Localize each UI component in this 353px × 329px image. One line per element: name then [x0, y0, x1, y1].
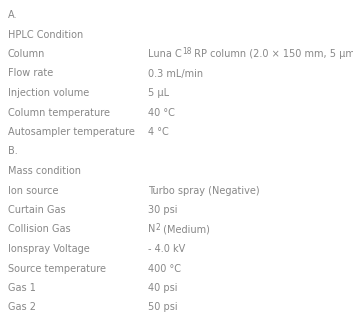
Text: Ionspray Voltage: Ionspray Voltage	[8, 244, 90, 254]
Text: 0.3 mL/min: 0.3 mL/min	[148, 68, 203, 79]
Text: Flow rate: Flow rate	[8, 68, 53, 79]
Text: Luna C: Luna C	[148, 49, 182, 59]
Text: 5 μL: 5 μL	[148, 88, 169, 98]
Text: Autosampler temperature: Autosampler temperature	[8, 127, 135, 137]
Text: (Medium): (Medium)	[160, 224, 210, 235]
Text: HPLC Condition: HPLC Condition	[8, 30, 83, 39]
Text: 30 psi: 30 psi	[148, 205, 178, 215]
Text: 2: 2	[155, 222, 160, 232]
Text: N: N	[148, 224, 155, 235]
Text: Mass condition: Mass condition	[8, 166, 81, 176]
Text: B.: B.	[8, 146, 18, 157]
Text: 50 psi: 50 psi	[148, 302, 178, 313]
Text: Source temperature: Source temperature	[8, 264, 106, 273]
Text: Turbo spray (Negative): Turbo spray (Negative)	[148, 186, 259, 195]
Text: 40 psi: 40 psi	[148, 283, 178, 293]
Text: Collision Gas: Collision Gas	[8, 224, 71, 235]
Text: Injection volume: Injection volume	[8, 88, 89, 98]
Text: A.: A.	[8, 10, 18, 20]
Text: - 4.0 kV: - 4.0 kV	[148, 244, 185, 254]
Text: 400 °C: 400 °C	[148, 264, 181, 273]
Text: 4 °C: 4 °C	[148, 127, 169, 137]
Text: Column: Column	[8, 49, 46, 59]
Text: Gas 1: Gas 1	[8, 283, 36, 293]
Text: 40 °C: 40 °C	[148, 108, 175, 117]
Text: Gas 2: Gas 2	[8, 302, 36, 313]
Text: Column temperature: Column temperature	[8, 108, 110, 117]
Text: RP column (2.0 × 150 mm, 5 μm): RP column (2.0 × 150 mm, 5 μm)	[191, 49, 353, 59]
Text: Curtain Gas: Curtain Gas	[8, 205, 66, 215]
Text: Ion source: Ion source	[8, 186, 59, 195]
Text: 18: 18	[182, 47, 191, 56]
